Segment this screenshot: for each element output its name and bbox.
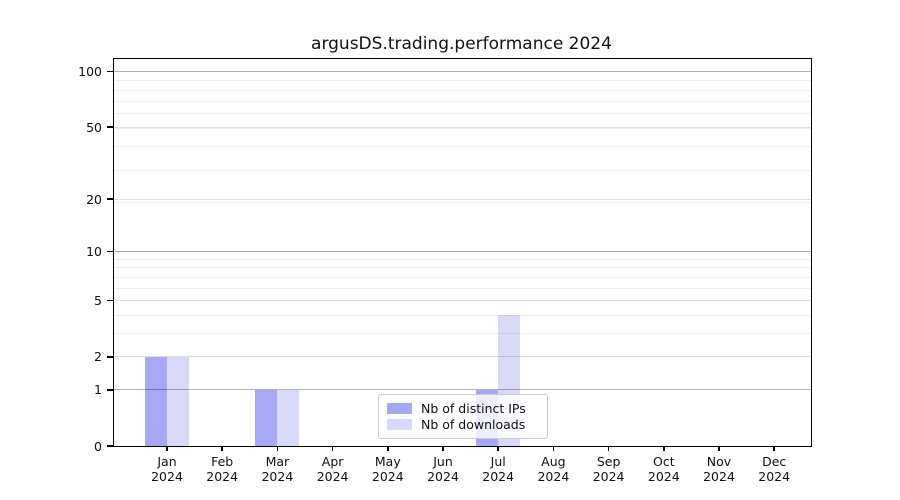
legend-row: Nb of downloads — [387, 417, 539, 432]
gridlines-layer — [114, 59, 811, 446]
minor-gridline — [114, 146, 811, 148]
x-tick-label: Feb 2024 — [206, 454, 239, 484]
minor-gridline — [114, 169, 811, 171]
minor-gridline — [114, 128, 811, 130]
y-tick-label: 5 — [94, 293, 102, 309]
bar-distinct-ips — [255, 389, 278, 446]
chart-title: argusDS.trading.performance 2024 — [311, 34, 612, 54]
x-tick-mark — [773, 446, 775, 451]
plot-area: 0 1 2 5 10 20 50 100 Jan 2024 Feb 2024 Mar 2024 Apr… — [78, 58, 812, 484]
minor-gridline — [114, 276, 811, 278]
y-tick-label: 2 — [94, 349, 102, 365]
minor-gridline — [114, 267, 811, 269]
x-tick-label: Jun 2024 — [427, 454, 459, 484]
minor-gridline — [114, 202, 811, 204]
x-tick-label: Jul 2024 — [482, 454, 515, 484]
y-tick-mark — [107, 70, 113, 73]
x-tick-label: May 2024 — [371, 454, 404, 484]
y-tick-label: 20 — [86, 191, 102, 207]
x-tick-mark — [276, 446, 279, 451]
legend-label: Nb of downloads — [421, 417, 526, 433]
minor-gridline — [114, 113, 811, 115]
x-tick-label: Sep 2024 — [592, 454, 625, 484]
minor-gridline — [114, 287, 811, 289]
legend-row: Nb of distinct IPs — [387, 401, 539, 416]
minor-gridline — [114, 314, 811, 316]
minor-gridline — [114, 90, 811, 92]
axes-ticks-layer: 0 1 2 5 10 20 50 100 Jan 2024 Feb 2024 Mar 2024 Apr… — [78, 59, 811, 484]
bar-downloads — [277, 389, 300, 446]
x-tick-mark — [387, 446, 389, 451]
x-tick-label: Dec 2024 — [758, 454, 791, 484]
legend-label: Nb of distinct IPs — [421, 400, 526, 416]
x-tick-mark — [552, 446, 555, 451]
x-tick-mark — [166, 446, 168, 451]
legend-swatch-downloads — [387, 419, 412, 431]
x-tick-label: Apr 2024 — [316, 454, 349, 484]
minor-gridline — [114, 100, 811, 102]
y-tick-mark — [107, 299, 113, 302]
y-tick-mark — [107, 250, 113, 253]
y-tick-label: 10 — [86, 243, 102, 259]
x-tick-label: Aug 2024 — [537, 454, 570, 484]
y-tick-mark — [107, 389, 113, 391]
y-tick-label: 100 — [78, 64, 102, 80]
major-gridline — [114, 389, 811, 391]
x-tick-mark — [331, 446, 334, 451]
x-tick-mark — [221, 446, 223, 451]
major-gridline — [114, 250, 811, 252]
y-tick-label: 50 — [86, 119, 102, 135]
minor-gridline — [114, 258, 811, 260]
bar-distinct-ips — [145, 356, 167, 446]
x-tick-mark — [718, 446, 720, 451]
x-tick-mark — [442, 446, 444, 451]
y-tick-label: 0 — [94, 438, 102, 454]
minor-gridline — [114, 80, 811, 82]
x-tick-mark — [663, 446, 665, 451]
major-gridline — [114, 356, 811, 358]
major-gridline — [114, 126, 811, 128]
x-tick-mark — [497, 446, 499, 451]
x-tick-mark — [607, 446, 610, 451]
y-tick-mark — [107, 356, 113, 358]
minor-gridline — [114, 333, 811, 335]
x-tick-label: Mar 2024 — [261, 454, 294, 484]
y-tick-mark — [107, 198, 113, 200]
major-gridline — [114, 71, 811, 73]
y-tick-mark — [107, 126, 113, 128]
x-tick-label: Nov 2024 — [703, 454, 735, 484]
major-gridline — [114, 300, 811, 302]
bar-downloads — [167, 356, 189, 446]
x-tick-label: Oct 2024 — [647, 454, 680, 484]
major-gridline — [114, 198, 811, 200]
legend: Nb of distinct IPs Nb of downloads — [378, 394, 548, 439]
x-tick-label: Jan 2024 — [151, 454, 183, 484]
legend-swatch-distinct-ips — [387, 402, 412, 414]
y-tick-label: 1 — [94, 382, 102, 398]
y-tick-mark — [107, 445, 113, 447]
